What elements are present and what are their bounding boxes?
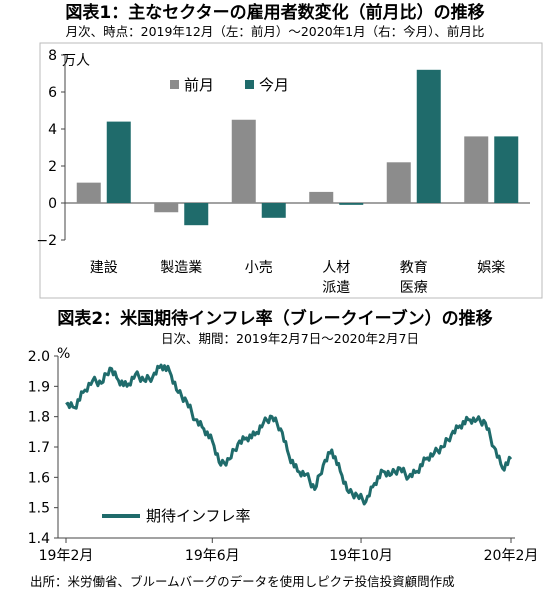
- chart2-x-tick-label: 19年2月: [39, 548, 94, 564]
- chart1-axes: 8 6 4 2 0 −2: [36, 48, 530, 249]
- chart2-y-tick-label: 1.6: [28, 470, 50, 486]
- chart1-bars: [76, 69, 519, 226]
- chart1-bar: [184, 203, 209, 226]
- chart1-legend-swatch: [170, 80, 179, 89]
- chart2-y-tick-label: 1.8: [28, 410, 50, 426]
- chart2-y-tick-label: 1.4: [28, 531, 50, 547]
- chart1-bar: [154, 203, 179, 213]
- chart1-bar: [106, 121, 131, 203]
- chart1-frame: [39, 42, 543, 299]
- source-note: 出所：米労働省、ブルームバーグのデータを使用しピクテ投信投資顧問作成: [30, 574, 455, 589]
- chart1-category-label: 製造業: [160, 260, 202, 276]
- chart1-y-tick-label: 4: [48, 122, 57, 138]
- chart1-category-label: 小売: [245, 260, 273, 276]
- chart2-x-tick-label: 19年10月: [329, 548, 393, 564]
- chart1-subtitle: 月次、時点：2019年12月（左：前月）～2020年1月（右：今月）、前月比: [66, 24, 485, 39]
- chart1-bar: [416, 69, 441, 203]
- chart2-y-tick-label: 1.5: [28, 501, 50, 517]
- chart2-unit: %: [57, 346, 70, 362]
- chart2-y-tick-label: 1.9: [28, 379, 50, 395]
- chart2-legend: 期待インフレ率: [102, 507, 251, 525]
- chart1-category-label: 教育: [400, 260, 428, 276]
- chart1-bar: [231, 119, 256, 203]
- chart1-category-label: 人材: [322, 260, 350, 276]
- chart2-x-tick-label: 20年2月: [484, 548, 539, 564]
- chart2-line: [65, 363, 513, 506]
- chart1-bar: [339, 203, 364, 205]
- chart1-bar: [386, 162, 411, 203]
- chart2-title: 図表2：米国期待インフレ率（ブレークイーブン）の推移: [57, 308, 492, 329]
- chart1-category-label: 娯楽: [477, 260, 505, 276]
- chart1-bar: [261, 203, 286, 218]
- chart1-legend-label: 今月: [259, 76, 289, 94]
- chart1-bar: [309, 191, 334, 203]
- chart2-x-tick-label: 19年6月: [185, 548, 240, 564]
- chart2-legend-label: 期待インフレ率: [146, 507, 251, 525]
- chart1-category-label: 派遣: [322, 280, 350, 296]
- chart2-y-tick-label: 2.0: [28, 349, 50, 365]
- chart1-legend: 前月 今月: [170, 76, 289, 94]
- chart1-y-tick-label: 0: [48, 196, 57, 212]
- chart1-unit: 万人: [62, 53, 90, 69]
- chart2-series-line: [65, 363, 513, 506]
- chart2-y-tick-label: 1.7: [28, 440, 50, 456]
- chart1-legend-label: 前月: [184, 76, 214, 94]
- chart1-bar: [464, 136, 489, 203]
- chart1-y-tick-label: 6: [48, 85, 57, 101]
- chart1-legend-swatch: [245, 80, 254, 89]
- chart1-bar: [76, 182, 101, 203]
- chart1-title: 図表1：主なセクターの雇用者数変化（前月比）の推移: [65, 2, 484, 23]
- chart1-category-label: 医療: [400, 279, 428, 296]
- chart1-y-tick-label: 8: [48, 48, 57, 64]
- chart2-subtitle: 日次、期間：2019年2月7日～2020年2月7日: [161, 331, 419, 346]
- chart1-y-tick-label: 2: [48, 159, 57, 175]
- chart1-y-tick-label: −2: [36, 233, 57, 249]
- chart1-category-label: 建設: [90, 260, 118, 276]
- chart1-bar: [494, 136, 519, 203]
